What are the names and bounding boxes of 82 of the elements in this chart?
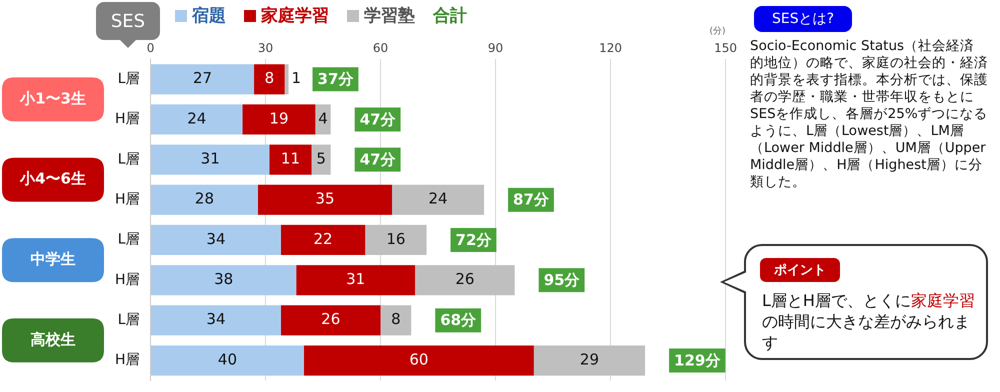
data-label: 38 xyxy=(214,270,234,288)
y-tick-label: H層 xyxy=(114,191,140,208)
bar xyxy=(296,265,416,296)
bar xyxy=(312,144,331,175)
text: 小1〜3生 xyxy=(19,89,86,108)
x-tick-label: 0 xyxy=(146,41,154,56)
data-label: 22 xyxy=(313,230,333,248)
y-tick-label: H層 xyxy=(114,111,140,128)
bar xyxy=(254,64,285,94)
y-tick-label: H層 xyxy=(114,272,140,288)
bar xyxy=(151,104,243,135)
y-tick-label: L層 xyxy=(118,151,140,168)
bar xyxy=(151,184,258,215)
bar xyxy=(151,345,304,376)
data-label: 26 xyxy=(455,270,474,288)
x-tick-label: 120 xyxy=(599,41,622,56)
text: ポイント xyxy=(760,258,840,282)
data-label: 24 xyxy=(428,190,448,208)
data-label: 28 xyxy=(194,190,214,208)
total-label: 72分 xyxy=(456,230,492,249)
bar xyxy=(151,265,296,296)
data-label: 31 xyxy=(346,270,366,288)
data-label: 8 xyxy=(264,69,274,88)
data-label: 1 xyxy=(292,69,302,88)
total-label: 95分 xyxy=(544,271,581,290)
data-label: 4 xyxy=(318,109,328,128)
data-label: 31 xyxy=(200,150,220,168)
y-tick-label: L層 xyxy=(118,232,140,248)
x-tick-label: 60 xyxy=(372,41,388,56)
data-label: 11 xyxy=(280,150,300,168)
total-label: 37分 xyxy=(318,70,354,88)
bar xyxy=(242,104,316,135)
legend-label: 宿題 xyxy=(191,5,226,27)
x-axis-title: (分) xyxy=(710,26,726,37)
bar xyxy=(280,305,381,336)
bar xyxy=(151,224,281,256)
bar xyxy=(151,305,281,336)
bar xyxy=(415,265,515,296)
total-label: 47分 xyxy=(360,150,397,169)
bar xyxy=(258,184,392,215)
data-label: 27 xyxy=(192,69,212,88)
x-tick-label: 150 xyxy=(714,41,737,56)
bar xyxy=(269,144,312,175)
bar xyxy=(151,144,270,175)
text: Socio-Economic Status（社会経済的地位）の略で、家庭の社会的・経済的背景を表す指標。本分析では、保護者の学歴・職業・世帯年収をもとにSESを作成し、各層が25%ずつになるように、L層（Lowest層）、LM層（Lower Middle層）、UM層（Upper Middle層）、H層（Highest層）に分類した。 xyxy=(750,38,988,190)
total-label: 87分 xyxy=(513,190,550,209)
bar xyxy=(151,64,254,94)
data-label: 60 xyxy=(409,350,428,368)
data-label: 26 xyxy=(321,310,340,328)
bar xyxy=(284,64,289,94)
text: 中学生 xyxy=(30,250,76,268)
text: 高校生 xyxy=(30,330,76,348)
bar xyxy=(392,184,484,215)
y-tick-label: L層 xyxy=(118,312,140,328)
data-label: 5 xyxy=(316,150,326,168)
text: SESとは? xyxy=(754,6,852,32)
data-label: 35 xyxy=(315,190,334,208)
bar xyxy=(380,305,412,336)
bar xyxy=(304,345,534,376)
text: 小4〜6生 xyxy=(19,170,86,188)
bar xyxy=(280,224,366,256)
legend-label: 家庭学習 xyxy=(260,5,329,27)
data-label: 8 xyxy=(391,310,401,328)
text: 合計 xyxy=(433,5,467,27)
legend-label: 学習塾 xyxy=(363,5,415,27)
data-label: 40 xyxy=(218,350,237,368)
data-label: 16 xyxy=(386,230,406,248)
total-label: 47分 xyxy=(360,110,397,128)
total-label: 129分 xyxy=(674,351,722,370)
data-label: 24 xyxy=(187,109,206,128)
bar xyxy=(365,224,427,256)
data-label: 34 xyxy=(206,230,226,248)
data-label: 34 xyxy=(206,310,226,328)
x-tick-label: 90 xyxy=(488,41,504,56)
y-tick-label: H層 xyxy=(114,352,140,368)
total-label: 68分 xyxy=(440,311,478,330)
x-tick-label: 30 xyxy=(258,41,274,56)
bar xyxy=(534,345,646,376)
text: L層とH層で、とくに家庭学習の時間に大きな差がみられます xyxy=(762,290,976,353)
y-tick-label: L層 xyxy=(118,70,140,87)
data-label: 19 xyxy=(269,109,288,128)
data-label: 29 xyxy=(580,350,600,368)
